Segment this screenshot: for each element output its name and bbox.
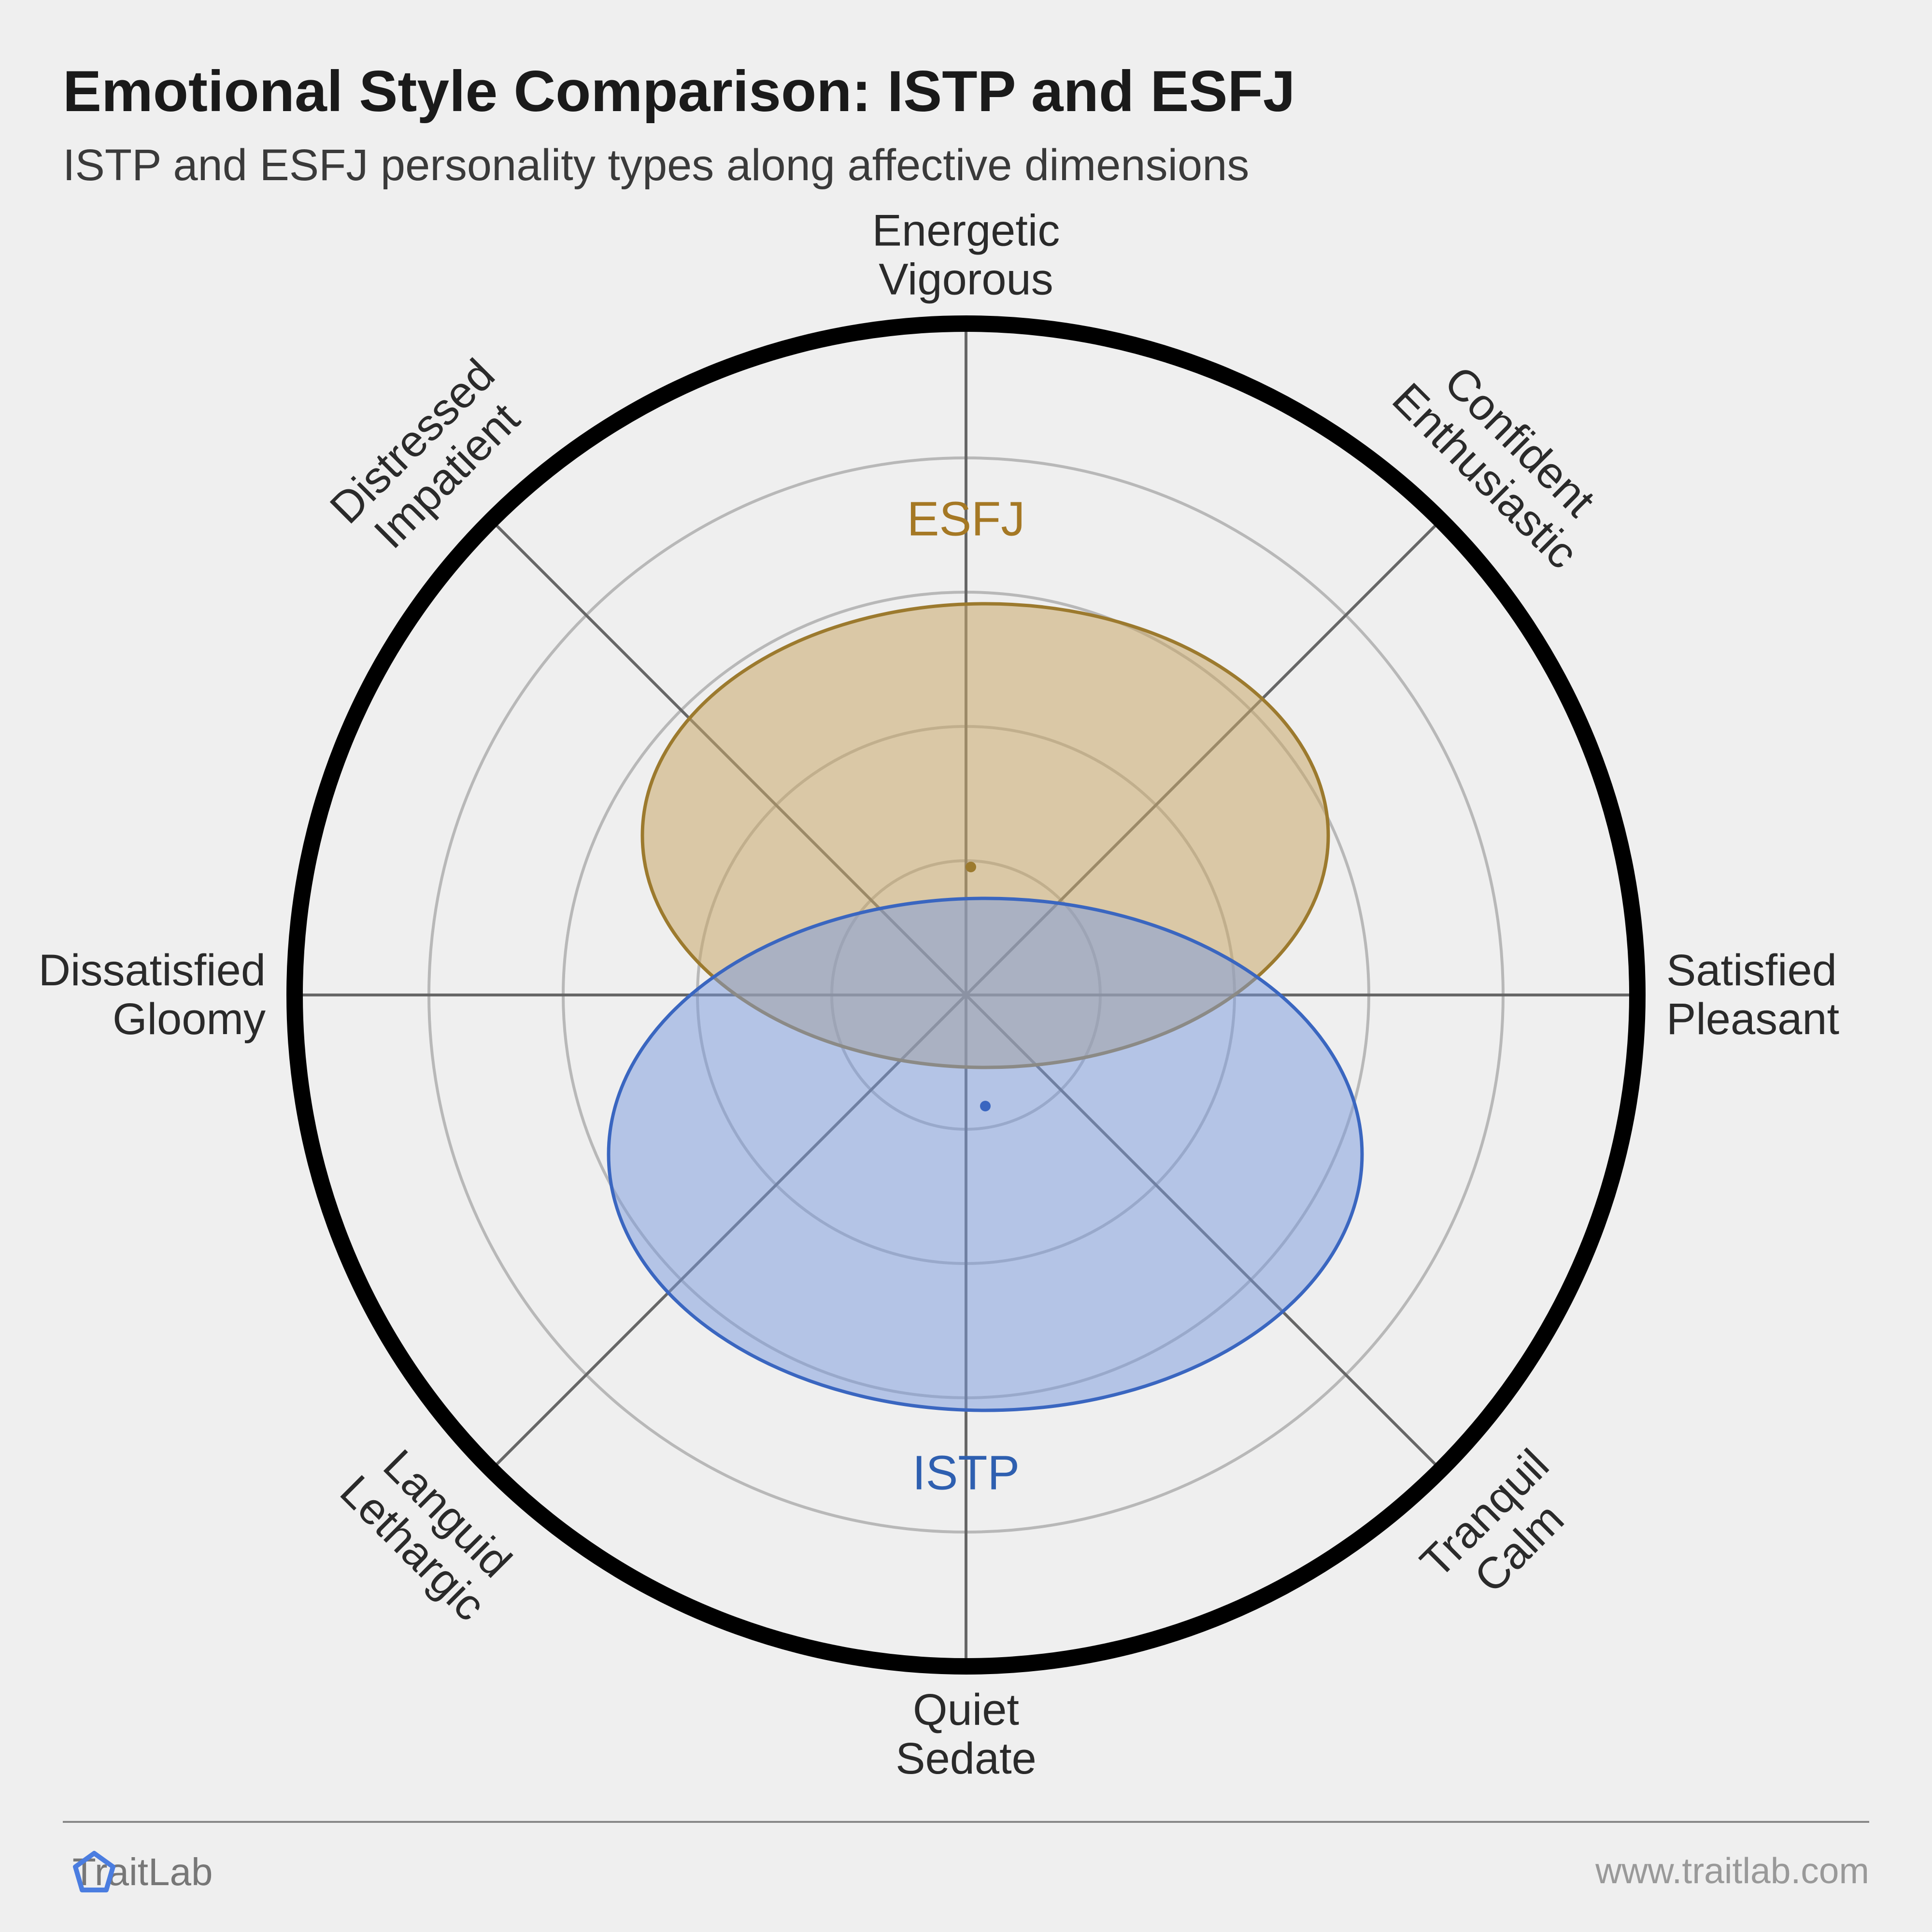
footer-url: www.traitlab.com [1595,1850,1869,1891]
footer-divider [63,1821,1869,1823]
axis-label: Satisfied Pleasant [1666,946,1839,1044]
axis-label: Quiet Sedate [895,1686,1037,1783]
series-label-esfj: ESFJ [907,492,1025,547]
axis-label: Energetic Vigorous [872,207,1060,304]
axis-label: Dissatisfied Gloomy [39,946,266,1044]
chart-canvas: Emotional Style Comparison: ISTP and ESF… [0,0,1932,1932]
series-label-istp: ISTP [912,1446,1020,1501]
chart-subtitle: ISTP and ESFJ personality types along af… [63,140,1249,191]
chart-title: Emotional Style Comparison: ISTP and ESF… [63,58,1295,125]
footer-brand: TraitLab [72,1850,213,1894]
traitlab-logo-icon [72,1850,116,1894]
